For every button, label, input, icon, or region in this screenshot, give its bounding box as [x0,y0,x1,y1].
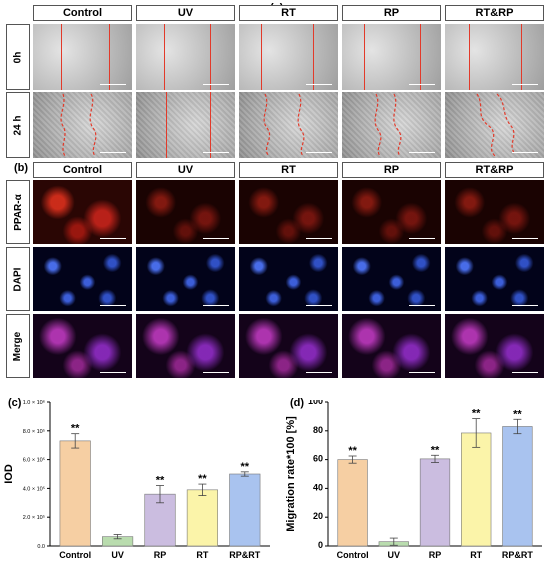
significance-label: ** [431,444,440,456]
y-tick-label: 1.0 × 10⁶ [23,400,45,406]
panel-a-column-header: RP [342,5,441,21]
bar-rprt [502,426,533,547]
x-tick-label: UV [388,550,401,560]
x-tick-label: RP&RT [229,550,261,560]
fluorescence-image-merge-rp [342,314,441,378]
bar-rprt [229,473,261,547]
fluorescence-image-dapi-uv [136,247,235,311]
scratch-image-uv-24h [136,92,235,158]
y-tick-label: 2.0 × 10⁵ [23,514,45,521]
panel-b-column-header: Control [33,162,132,178]
y-tick-label: 0.0 [37,544,45,550]
fluorescence-image-ppar-rtrp [445,180,544,244]
y-tick-label: 4.0 × 10⁵ [23,485,45,492]
y-tick-label: 40 [313,482,323,492]
panel-b-column-header: UV [136,162,235,178]
bar-rp [419,458,451,547]
x-tick-label: RT [470,550,482,560]
panel-a-column-header: Control [33,5,132,21]
panel-b-row-label: PPAR-α [6,180,30,244]
panel-letter-d: (d) [290,397,305,409]
fluorescence-image-ppar-rp [342,180,441,244]
scratch-image-rt-0h [239,24,338,90]
fluorescence-image-ppar-uv [136,180,235,244]
panel-b-row-label: Merge [6,314,30,378]
panel-b-column-header: RT&RP [445,162,544,178]
panel-a-row-label: 0h [6,24,30,90]
panel-b-column-header: RT [239,162,338,178]
y-tick-label: 80 [313,425,323,435]
bar-control [59,440,91,547]
scratch-image-uv-0h [136,24,235,90]
fluorescence-image-merge-uv [136,314,235,378]
x-tick-label: Control [337,550,369,560]
significance-label: ** [472,408,481,420]
panel-b-column-header: RP [342,162,441,178]
bar-rt [186,489,218,547]
fluorescence-image-ppar-rt [239,180,338,244]
scratch-image-control-0h [33,24,132,90]
panel-a-column-header: RT [239,5,338,21]
panel-letter-c: (c) [8,397,22,409]
panel-letter-b: (b) [14,162,29,174]
fluorescence-image-ppar-control [33,180,132,244]
iod-bar-chart: 0.0 2.0 × 10⁵ 4.0 × 10⁵ 6.0 × 10⁵ 8.0 × 10⁵ 1… [3,400,270,560]
y-tick-label: 8.0 × 10⁵ [23,428,45,435]
scratch-image-rp-0h [342,24,441,90]
scratch-image-rtrp-24h [445,92,544,158]
x-tick-label: RP [154,550,167,560]
y-tick-label: 60 [313,454,323,464]
fluorescence-image-merge-rtrp [445,314,544,378]
x-tick-label: Control [59,550,91,560]
panel-b-row-label: DAPI [6,247,30,311]
significance-label: ** [71,423,80,435]
fluorescence-image-dapi-control [33,247,132,311]
scratch-image-rtrp-0h [445,24,544,90]
fluorescence-image-dapi-rt [239,247,338,311]
y-axis-label: IOD [3,464,15,484]
panel-a-column-header: RT&RP [445,5,544,21]
significance-label: ** [348,445,357,457]
migration-rate-bar-chart: 0 20 40 60 80 100 Migration rate*100 [%] ** Cont… [285,400,542,560]
fluorescence-image-merge-control [33,314,132,378]
x-tick-label: RP&RT [502,550,534,560]
significance-label: ** [513,408,522,420]
fluorescence-image-dapi-rp [342,247,441,311]
y-tick-label: 6.0 × 10⁵ [23,457,45,464]
panel-a-row-label: 24 h [6,92,30,158]
panel-a-column-header: UV [136,5,235,21]
scratch-image-control-24h [33,92,132,158]
fluorescence-image-dapi-rtrp [445,247,544,311]
x-tick-label: UV [111,550,124,560]
bar-control [337,459,368,547]
fluorescence-image-merge-rt [239,314,338,378]
scratch-image-rp-24h [342,92,441,158]
significance-label: ** [156,475,165,487]
significance-label: ** [241,461,250,473]
x-tick-label: RT [196,550,208,560]
scratch-image-rt-24h [239,92,338,158]
y-tick-label: 20 [313,511,323,521]
bar-rt [461,432,492,547]
x-tick-label: RP [429,550,442,560]
y-tick-label: 100 [308,400,323,406]
y-axis-label: Migration rate*100 [%] [285,416,297,532]
significance-label: ** [198,473,207,485]
y-tick-label: 0 [318,540,323,550]
